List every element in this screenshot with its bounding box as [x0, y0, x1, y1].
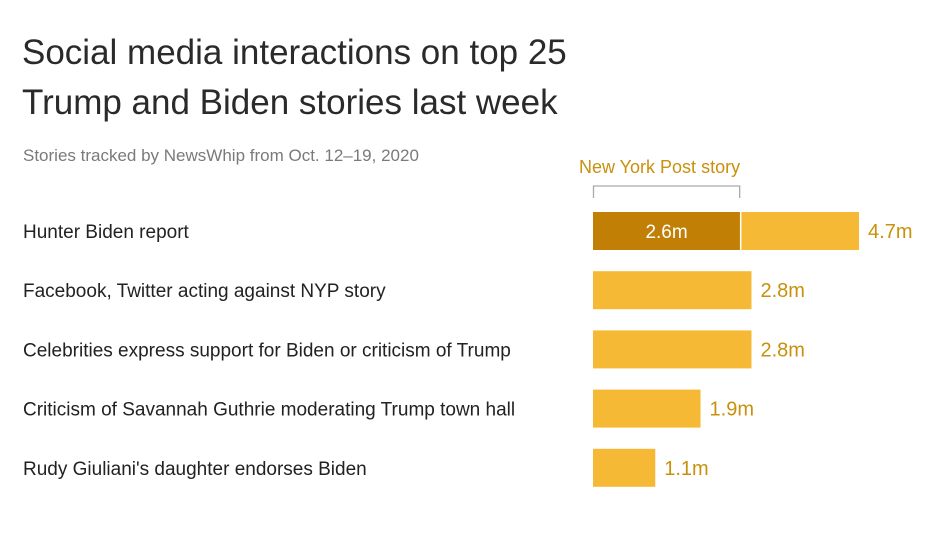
category-label: Hunter Biden report [23, 222, 190, 243]
category-label: Criticism of Savannah Guthrie moderating… [23, 400, 515, 421]
value-label: 2.8m [760, 339, 804, 361]
category-label: Celebrities express support for Biden or… [23, 340, 511, 361]
category-label: Facebook, Twitter acting against NYP sto… [23, 281, 386, 302]
annotation-label: New York Post story [579, 157, 740, 177]
chart-title-line-1: Social media interactions on top 25 [22, 33, 567, 72]
highlight-value-label: 2.6m [645, 222, 687, 243]
bar [593, 448, 656, 487]
bar [593, 389, 701, 428]
chart-title: Social media interactions on top 25 Trum… [22, 28, 722, 128]
category-label: Rudy Giuliani's daughter endorses Biden [23, 459, 367, 480]
value-label: 1.1m [664, 458, 708, 480]
chart-subtitle: Stories tracked by NewsWhip from Oct. 12… [23, 146, 419, 165]
value-label: 1.9m [710, 399, 754, 421]
value-label: 2.8m [760, 280, 804, 302]
value-label: 4.7m [868, 221, 912, 243]
chart-title-line-2: Trump and Biden stories last week [22, 83, 558, 122]
annotation-bracket [592, 185, 741, 198]
bar [593, 330, 752, 369]
bar [593, 271, 752, 310]
highlight-bar [593, 212, 741, 250]
